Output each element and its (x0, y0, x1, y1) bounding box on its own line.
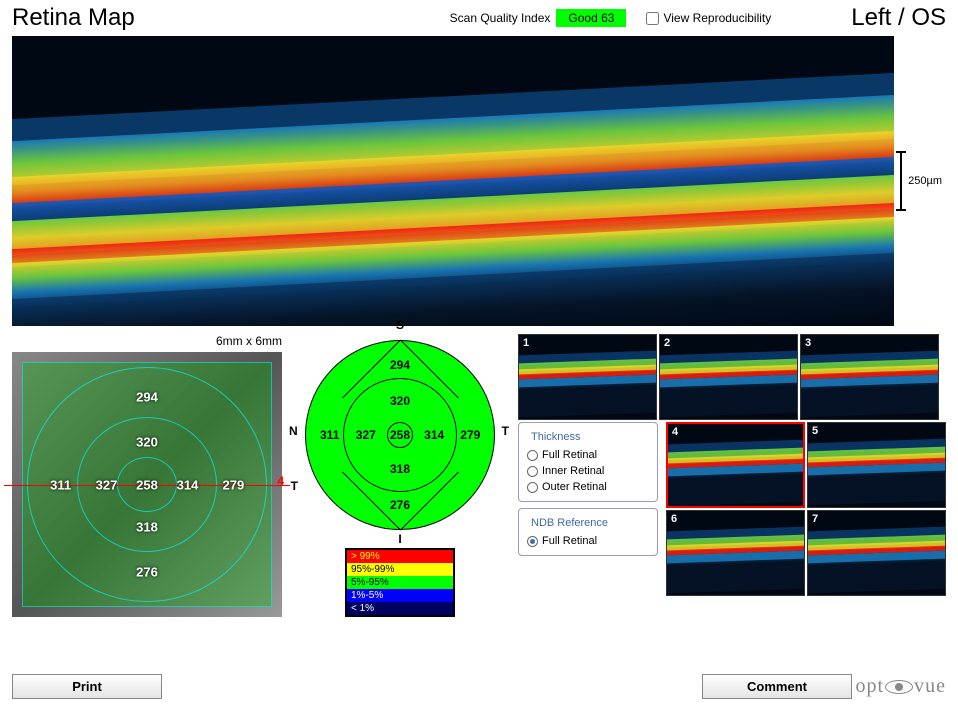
fundus-image[interactable]: 4 294 320 311 327 258 314 279 318 276 (12, 352, 282, 617)
ndb-title: NDB Reference (527, 517, 612, 529)
etdrs-val-ii: 318 (390, 462, 410, 476)
fundus-red-num: 4 (277, 474, 284, 488)
thickness-panel: Thickness Full RetinalInner RetinalOuter… (518, 422, 658, 502)
sqi-label: Scan Quality Index (450, 11, 551, 25)
thumb-1[interactable]: 1 (518, 334, 657, 420)
scale-bar: 250µm Auto Zoom (900, 36, 902, 326)
etdrs-i: I (398, 532, 401, 546)
etdrs-s: S (396, 318, 404, 332)
legend-row: < 1% (347, 602, 453, 615)
radio-inner-retinal[interactable]: Inner Retinal (527, 463, 649, 479)
fundus-val-to: 279 (223, 477, 245, 492)
thumb-5[interactable]: 5 (807, 422, 946, 508)
eye-label: Left / OS (771, 4, 946, 32)
thumb-6[interactable]: 6 (666, 510, 805, 596)
etdrs-val-io: 276 (390, 498, 410, 512)
ndb-panel: NDB Reference Full Retinal (518, 508, 658, 556)
scale-label: 250µm (908, 175, 942, 187)
fundus-val-no: 311 (50, 477, 71, 492)
fundus-val-si: 320 (136, 435, 158, 450)
brand-logo: optvue (856, 675, 946, 698)
percentile-legend: > 99%95%-99%5%-95%1%-5%< 1% (345, 548, 455, 617)
etdrs-n: N (289, 424, 298, 438)
view-reproducibility-label: View Reproducibility (663, 11, 771, 25)
sqi-value: Good 63 (556, 9, 626, 27)
etdrs-val-no: 311 (320, 428, 339, 442)
etdrs-val-si: 320 (390, 394, 410, 408)
radio-full-retinal[interactable]: Full Retinal (527, 447, 649, 463)
etdrs-val-ni: 327 (356, 428, 376, 442)
legend-row: 5%-95% (347, 576, 453, 589)
view-reproducibility-checkbox[interactable]: View Reproducibility (646, 11, 771, 25)
fundus-val-so: 294 (136, 390, 158, 405)
fundus-n-label: N (0, 479, 1, 493)
etdrs-val-so: 294 (390, 358, 410, 372)
fundus-val-ii: 318 (136, 519, 158, 534)
fundus-val-io: 276 (136, 564, 158, 579)
comment-button[interactable]: Comment (702, 674, 852, 699)
legend-row: > 99% (347, 550, 453, 563)
thumb-3[interactable]: 3 (800, 334, 939, 420)
fundus-val-c: 258 (136, 477, 158, 492)
thumb-4[interactable]: 4 (666, 422, 805, 508)
thumb-2[interactable]: 2 (659, 334, 798, 420)
fundus-val-ni: 327 (96, 477, 118, 492)
legend-row: 1%-5% (347, 589, 453, 602)
legend-row: 95%-99% (347, 563, 453, 576)
etdrs-val-c: 258 (390, 428, 410, 442)
etdrs-t: T (502, 424, 509, 438)
print-button[interactable]: Print (12, 674, 162, 699)
fundus-t-label: T (291, 479, 298, 493)
thickness-title: Thickness (527, 431, 585, 443)
thumb-7[interactable]: 7 (807, 510, 946, 596)
radio-outer-retinal[interactable]: Outer Retinal (527, 479, 649, 495)
fundus-dim-label: 6mm x 6mm (12, 334, 282, 348)
etdrs-grid[interactable]: 294 320 311 327 258 314 279 318 276 (305, 340, 495, 530)
etdrs-val-ti: 314 (424, 428, 444, 442)
eye-icon (885, 680, 913, 694)
page-title: Retina Map (12, 4, 135, 32)
radio-full-retinal[interactable]: Full Retinal (527, 533, 649, 549)
bscan-main[interactable] (12, 36, 894, 326)
etdrs-val-to: 279 (460, 428, 480, 442)
fundus-val-ti: 314 (177, 477, 199, 492)
